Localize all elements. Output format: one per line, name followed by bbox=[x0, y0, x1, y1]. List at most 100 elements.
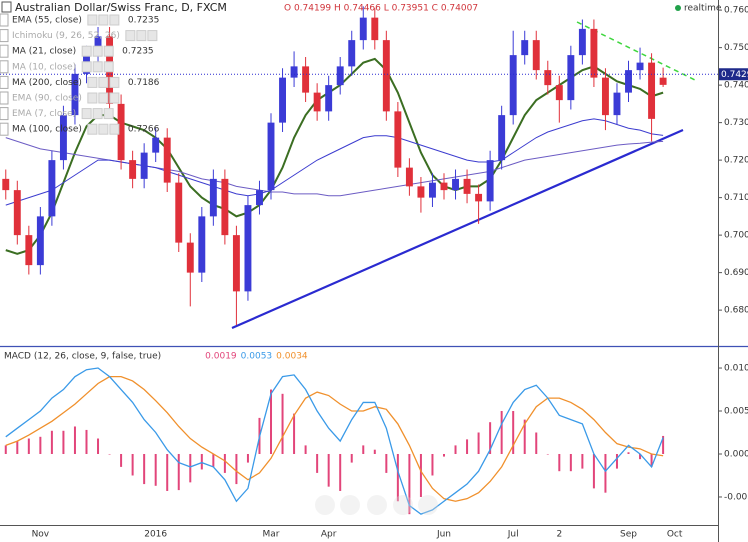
x-tick-label: 2 bbox=[556, 530, 562, 540]
histogram-bar bbox=[362, 445, 365, 454]
histogram-bar bbox=[85, 429, 88, 454]
histogram-bar bbox=[246, 453, 249, 463]
nav-right[interactable] bbox=[418, 495, 438, 515]
legend-button[interactable] bbox=[92, 45, 103, 57]
histogram-bar bbox=[73, 426, 76, 454]
nav-left[interactable] bbox=[315, 495, 335, 515]
histogram-bar bbox=[581, 453, 584, 469]
legend-button[interactable] bbox=[87, 92, 98, 104]
legend-button[interactable] bbox=[92, 108, 103, 120]
candle-body bbox=[117, 103, 125, 161]
candle-body bbox=[221, 178, 229, 236]
histogram-bar bbox=[500, 411, 503, 454]
x-tick-label: Jun bbox=[436, 530, 451, 540]
histogram-bar bbox=[154, 453, 157, 486]
legend-button[interactable] bbox=[87, 14, 98, 26]
status: realtime bbox=[684, 4, 722, 14]
legend-button[interactable] bbox=[109, 76, 120, 88]
legend-button[interactable] bbox=[136, 30, 147, 42]
candle-body bbox=[2, 178, 10, 191]
legend-button[interactable] bbox=[109, 123, 120, 135]
moving-average bbox=[5, 57, 664, 255]
histogram-bar bbox=[419, 453, 422, 497]
histogram-bar bbox=[304, 445, 307, 454]
histogram-bar bbox=[270, 389, 273, 454]
histogram-bar bbox=[223, 453, 226, 473]
macd-title: MACD (12, 26, close, 9, false, true) bbox=[4, 352, 161, 362]
candle-body bbox=[382, 40, 390, 112]
legend-button[interactable] bbox=[87, 76, 98, 88]
histogram-bar bbox=[385, 453, 388, 473]
candle-body bbox=[475, 193, 483, 202]
legend-button[interactable] bbox=[87, 123, 98, 135]
candle-body bbox=[659, 77, 667, 85]
candle-body bbox=[163, 137, 171, 183]
candle-body bbox=[509, 55, 517, 116]
histogram-bar bbox=[546, 453, 549, 455]
candle-body bbox=[129, 160, 137, 179]
legend-button[interactable] bbox=[103, 61, 114, 73]
histogram-bar bbox=[62, 430, 65, 454]
candle-body bbox=[279, 77, 286, 123]
legend-button[interactable] bbox=[109, 92, 120, 104]
candle-body bbox=[244, 205, 252, 292]
candle-body bbox=[405, 167, 413, 187]
legend-button[interactable] bbox=[147, 30, 158, 42]
x-tick-label: Sep bbox=[620, 530, 637, 540]
x-tick-label: Apr bbox=[321, 530, 337, 540]
legend-button[interactable] bbox=[81, 45, 92, 57]
legend-value: 0.7235 bbox=[122, 47, 154, 57]
legend-button[interactable] bbox=[98, 14, 109, 26]
legend-button[interactable] bbox=[98, 92, 109, 104]
histogram-bar bbox=[166, 453, 169, 491]
legend-button[interactable] bbox=[81, 61, 92, 73]
histogram-bar bbox=[639, 453, 642, 460]
nav-reset[interactable] bbox=[367, 495, 387, 515]
histogram-bar bbox=[27, 438, 30, 454]
histogram-bar bbox=[316, 453, 319, 473]
legend-button[interactable] bbox=[103, 108, 114, 120]
histogram-bar bbox=[442, 453, 445, 457]
histogram-bar bbox=[396, 453, 399, 502]
candle-body bbox=[498, 115, 506, 161]
legend-name: Ichimoku (9, 26, 52, 26) bbox=[12, 31, 120, 41]
histogram-bar bbox=[489, 422, 492, 454]
legend-button[interactable] bbox=[98, 76, 109, 88]
histogram-bar bbox=[39, 436, 42, 454]
candle-body bbox=[521, 40, 529, 56]
candle-body bbox=[452, 178, 459, 191]
histogram-bar bbox=[408, 453, 411, 515]
legend-button[interactable] bbox=[92, 61, 103, 73]
macd-legend-value: 0.0019 bbox=[205, 352, 237, 362]
histogram-bar bbox=[200, 453, 203, 470]
histogram-bar bbox=[120, 453, 123, 467]
histogram-bar bbox=[615, 453, 618, 469]
legend-value: 0.7266 bbox=[128, 125, 160, 135]
legend-button[interactable] bbox=[81, 108, 92, 120]
candle-body bbox=[544, 70, 552, 86]
legend-button[interactable] bbox=[125, 30, 136, 42]
nav-zoom-out[interactable] bbox=[340, 495, 360, 515]
nav-zoom-in[interactable] bbox=[393, 495, 413, 515]
legend-button[interactable] bbox=[98, 123, 109, 135]
candle-body bbox=[36, 216, 44, 266]
candle-body bbox=[59, 115, 67, 161]
histogram-bar bbox=[235, 453, 238, 485]
menu-icon[interactable] bbox=[1, 1, 12, 13]
legend-button[interactable] bbox=[109, 14, 120, 26]
candle-body bbox=[359, 17, 367, 41]
histogram-bar bbox=[293, 413, 296, 454]
legend-button[interactable] bbox=[103, 45, 114, 57]
candle-body bbox=[48, 160, 56, 217]
chart-title: Australian Dollar/Swiss Franc, D, FXCM bbox=[15, 1, 227, 14]
y-tick-label: 0.0000 bbox=[724, 449, 748, 459]
candle-body bbox=[429, 182, 436, 198]
candle-body bbox=[25, 235, 33, 266]
histogram-bar bbox=[650, 453, 653, 467]
candle-body bbox=[313, 92, 321, 112]
candle-body bbox=[636, 62, 644, 71]
histogram-bar bbox=[16, 441, 19, 454]
x-tick-label: Jul bbox=[507, 530, 519, 540]
